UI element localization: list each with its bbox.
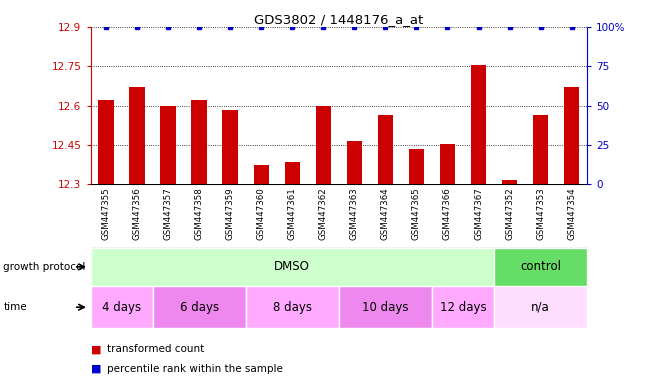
Text: GSM447357: GSM447357 xyxy=(164,187,172,240)
Bar xyxy=(223,109,238,184)
Bar xyxy=(246,286,339,328)
Text: GSM447367: GSM447367 xyxy=(474,187,483,240)
Bar xyxy=(339,286,432,328)
Text: GSM447363: GSM447363 xyxy=(350,187,359,240)
Text: 6 days: 6 days xyxy=(180,301,219,314)
Bar xyxy=(432,286,494,328)
Text: ■: ■ xyxy=(91,344,101,354)
Text: transformed count: transformed count xyxy=(107,344,205,354)
Bar xyxy=(130,87,145,184)
Text: GSM447364: GSM447364 xyxy=(381,187,390,240)
Bar xyxy=(533,115,548,184)
Bar xyxy=(91,286,153,328)
Text: GSM447362: GSM447362 xyxy=(319,187,328,240)
Text: time: time xyxy=(3,302,27,312)
Text: GSM447352: GSM447352 xyxy=(505,187,514,240)
Text: ■: ■ xyxy=(91,364,101,374)
Bar xyxy=(494,286,587,328)
Text: percentile rank within the sample: percentile rank within the sample xyxy=(107,364,283,374)
Text: GSM447360: GSM447360 xyxy=(257,187,266,240)
Text: GSM447358: GSM447358 xyxy=(195,187,204,240)
Bar xyxy=(347,141,362,184)
Bar xyxy=(285,162,300,184)
Text: GSM447366: GSM447366 xyxy=(443,187,452,240)
Bar xyxy=(160,106,176,184)
Bar xyxy=(471,65,486,184)
Bar xyxy=(502,180,517,184)
Bar xyxy=(494,248,587,286)
Text: growth protocol: growth protocol xyxy=(3,262,86,272)
Bar xyxy=(440,144,455,184)
Bar xyxy=(315,106,331,184)
Text: GSM447353: GSM447353 xyxy=(536,187,545,240)
Text: GSM447365: GSM447365 xyxy=(412,187,421,240)
Text: control: control xyxy=(520,260,561,273)
Text: 8 days: 8 days xyxy=(273,301,312,314)
Text: GSM447359: GSM447359 xyxy=(225,187,235,240)
Bar xyxy=(564,87,579,184)
Text: 4 days: 4 days xyxy=(102,301,141,314)
Text: n/a: n/a xyxy=(531,301,550,314)
Bar xyxy=(409,149,424,184)
Text: 12 days: 12 days xyxy=(440,301,486,314)
Bar xyxy=(153,286,246,328)
Text: 10 days: 10 days xyxy=(362,301,409,314)
Bar xyxy=(378,115,393,184)
Text: GSM447354: GSM447354 xyxy=(567,187,576,240)
Text: DMSO: DMSO xyxy=(274,260,310,273)
Text: GSM447361: GSM447361 xyxy=(288,187,297,240)
Text: GSM447356: GSM447356 xyxy=(133,187,142,240)
Text: GSM447355: GSM447355 xyxy=(101,187,111,240)
Bar xyxy=(191,100,207,184)
Title: GDS3802 / 1448176_a_at: GDS3802 / 1448176_a_at xyxy=(254,13,423,26)
Bar xyxy=(99,100,114,184)
Bar xyxy=(91,248,494,286)
Bar xyxy=(254,165,269,184)
